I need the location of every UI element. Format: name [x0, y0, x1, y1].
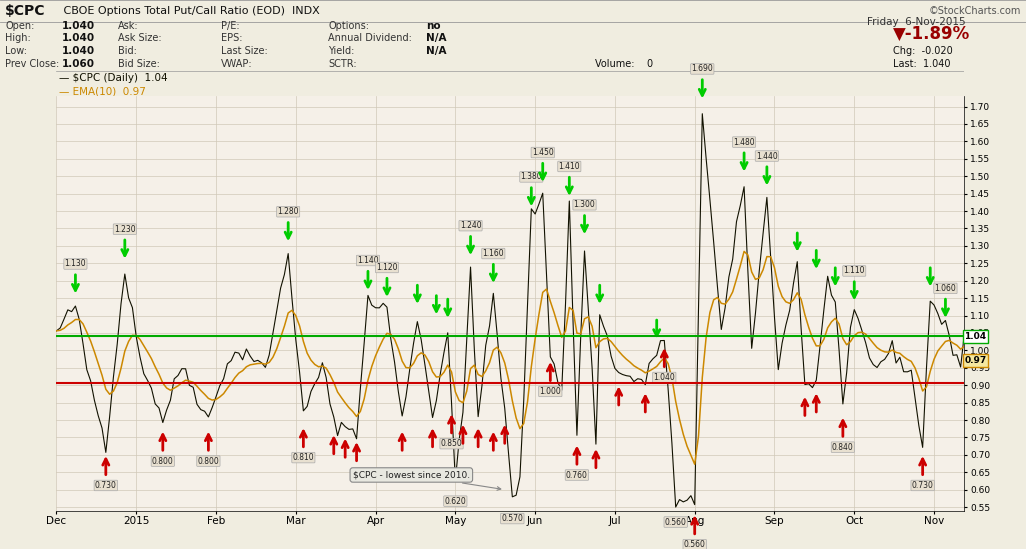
Text: 0.560: 0.560	[683, 540, 706, 549]
Text: Annual Dividend:: Annual Dividend:	[328, 33, 412, 43]
Text: Chg:  -0.020: Chg: -0.020	[893, 46, 952, 55]
Text: 1.040: 1.040	[62, 33, 94, 43]
Text: Low:: Low:	[5, 46, 27, 55]
Text: 1.000: 1.000	[540, 387, 561, 396]
Text: 0.840: 0.840	[832, 442, 854, 452]
Text: 1.480: 1.480	[734, 138, 755, 147]
Text: 1.240: 1.240	[460, 221, 481, 230]
Text: Options:: Options:	[328, 21, 369, 31]
Text: Yield:: Yield:	[328, 46, 355, 55]
Text: 0.800: 0.800	[198, 457, 220, 466]
Text: VWAP:: VWAP:	[221, 59, 252, 69]
Text: 1.120: 1.120	[377, 263, 398, 272]
Text: Volume:    0: Volume: 0	[595, 59, 654, 69]
Text: 0.810: 0.810	[292, 453, 314, 462]
Text: — EMA(10)  0.97: — EMA(10) 0.97	[60, 86, 146, 96]
Text: P/E:: P/E:	[221, 21, 239, 31]
Text: 1.130: 1.130	[65, 260, 86, 268]
Text: 1.300: 1.300	[574, 200, 595, 209]
Text: Friday  6-Nov-2015: Friday 6-Nov-2015	[867, 17, 965, 27]
Text: Ask Size:: Ask Size:	[118, 33, 162, 43]
Text: 0.570: 0.570	[502, 514, 523, 523]
Text: CBOE Options Total Put/Call Ratio (EOD)  INDX: CBOE Options Total Put/Call Ratio (EOD) …	[60, 6, 319, 16]
Text: — $CPC (Daily)  1.04: — $CPC (Daily) 1.04	[60, 72, 168, 82]
Text: $CPC - lowest since 2010.: $CPC - lowest since 2010.	[353, 470, 501, 490]
Text: Last:  1.040: Last: 1.040	[893, 59, 950, 69]
Text: 1.280: 1.280	[277, 207, 299, 216]
Text: 0.620: 0.620	[444, 497, 466, 506]
Text: 0.800: 0.800	[152, 457, 173, 466]
Text: EPS:: EPS:	[221, 33, 242, 43]
Text: SCTR:: SCTR:	[328, 59, 357, 69]
Text: 1.060: 1.060	[62, 59, 94, 69]
Text: 1.690: 1.690	[692, 64, 713, 74]
Text: ▼-1.89%: ▼-1.89%	[893, 25, 970, 43]
Text: 0.730: 0.730	[912, 481, 934, 490]
Text: 1.040: 1.040	[654, 373, 675, 382]
Text: 1.04: 1.04	[964, 332, 987, 341]
Text: 1.440: 1.440	[756, 152, 778, 160]
Text: High:: High:	[5, 33, 31, 43]
Text: N/A: N/A	[426, 33, 446, 43]
Text: 0.850: 0.850	[441, 439, 463, 448]
Text: 0.97: 0.97	[964, 356, 987, 365]
Text: 0.760: 0.760	[566, 470, 588, 479]
Text: 1.040: 1.040	[62, 21, 94, 31]
Text: 1.380: 1.380	[520, 172, 542, 181]
Text: 1.110: 1.110	[843, 266, 865, 276]
Text: Ask:: Ask:	[118, 21, 139, 31]
Text: 1.040: 1.040	[62, 46, 94, 55]
Text: 1.410: 1.410	[558, 162, 580, 171]
Text: Open:: Open:	[5, 21, 35, 31]
Text: Bid Size:: Bid Size:	[118, 59, 160, 69]
Text: N/A: N/A	[426, 46, 446, 55]
Text: 1.140: 1.140	[357, 256, 379, 265]
Text: Last Size:: Last Size:	[221, 46, 268, 55]
Text: no: no	[426, 21, 440, 31]
Text: 0.560: 0.560	[665, 518, 686, 526]
Text: 0.730: 0.730	[94, 481, 117, 490]
Text: ©StockCharts.com: ©StockCharts.com	[929, 6, 1021, 16]
Text: Bid:: Bid:	[118, 46, 136, 55]
Text: 1.450: 1.450	[531, 148, 554, 157]
Text: 1.160: 1.160	[482, 249, 504, 258]
Text: 1.230: 1.230	[114, 225, 135, 234]
Text: 1.060: 1.060	[935, 284, 956, 293]
Text: $CPC: $CPC	[5, 4, 45, 18]
Text: Prev Close:: Prev Close:	[5, 59, 60, 69]
